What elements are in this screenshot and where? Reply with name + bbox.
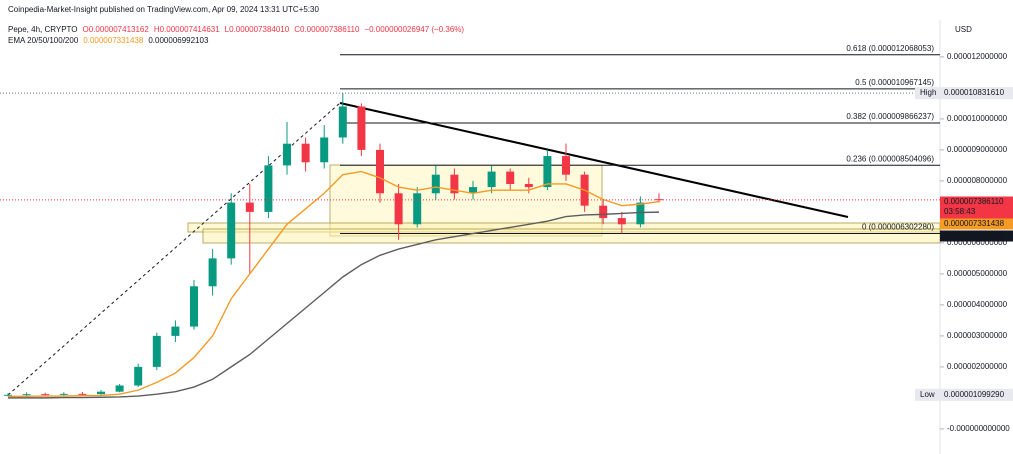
candle-body <box>413 193 422 225</box>
candle-body <box>524 183 533 188</box>
symbol: Pepe, 4h, CRYPTO <box>8 25 78 34</box>
candle-body <box>4 394 12 396</box>
trend-line <box>339 102 849 218</box>
candle-body <box>41 394 50 396</box>
ohlc-value: −0.000000026947 (−0.36%) <box>364 25 464 34</box>
y-tick-label: 0.000002000000 <box>947 362 1008 371</box>
y-tick-label: 0.000005000000 <box>947 269 1008 278</box>
candle-body <box>655 199 663 201</box>
ema-line <box>8 170 660 398</box>
ema-legend: EMA 20/50/100/200 0.000007331438 0.0000069… <box>8 36 209 45</box>
candle-body <box>22 394 31 396</box>
tag-value: 0.000001099290 <box>944 390 1005 399</box>
plot: 0.618 (0.000012068053) 0.5 (0.00001096714… <box>0 44 940 399</box>
ema-value: 0.000007331438 <box>83 36 144 45</box>
candle-body <box>469 187 477 194</box>
price-tag <box>940 218 1013 230</box>
y-tick-label: 0.000010000000 <box>947 114 1008 123</box>
candle-body <box>283 143 291 166</box>
y-tick-label: 0.000003000000 <box>947 331 1008 340</box>
candle-body <box>301 143 310 163</box>
candle-body <box>450 174 459 194</box>
candle-body <box>599 205 608 219</box>
currency: USD <box>955 25 972 34</box>
ema-value: 0.000006992103 <box>148 36 209 45</box>
candle-body <box>208 258 217 287</box>
price-tag-label: 0.000007331438 <box>944 219 1005 228</box>
y-tick-label: 0.000006000000 <box>947 238 1008 247</box>
ohlc-value: H0.000007414631 <box>154 25 220 34</box>
candle-body <box>357 106 366 150</box>
ohlc-value: C0.000007386110 <box>294 25 360 34</box>
publisher: Coinpedia-Market-Insight published on Tr… <box>8 5 319 14</box>
candle-body <box>97 391 105 395</box>
candle-body <box>487 171 496 188</box>
ohlc-value: L0.000007384010 <box>225 25 290 34</box>
ohlc-value: O0.000007413162 <box>83 25 150 34</box>
price-tag-bg <box>915 87 1013 100</box>
y-tick-label: 0.000008000000 <box>947 176 1008 185</box>
y-tick-label: -0.000000000000 <box>947 424 1010 433</box>
candle-body <box>543 156 552 188</box>
candle-body <box>376 149 384 194</box>
fib-label: 0.236 (0.000008504096) <box>846 154 934 163</box>
price-tag-bg <box>915 388 1013 401</box>
symbol-legend: Pepe, 4h, CRYPTO O0.000007413162 H0.000007… <box>8 25 464 34</box>
fib-label: 0.382 (0.000009866237) <box>846 112 934 121</box>
candle-body <box>134 366 143 386</box>
candle-body <box>264 165 273 212</box>
candle-body <box>320 137 329 163</box>
candle-body <box>394 193 403 225</box>
ema-label: EMA 20/50/100/200 <box>8 36 79 45</box>
price-tag-label: 0.000006992103 <box>944 231 1005 240</box>
price-tag <box>940 230 1013 242</box>
y-tick-label: 0.000004000000 <box>947 300 1008 309</box>
candle-body <box>636 202 645 225</box>
candle-body <box>562 156 570 175</box>
candle-body <box>152 335 161 367</box>
candle-body <box>78 393 87 395</box>
candle-body <box>190 286 198 327</box>
y-tick-label: 0.000009000000 <box>947 145 1008 154</box>
ema-line <box>8 211 660 399</box>
candle-body <box>115 385 124 392</box>
support-zone <box>202 228 941 244</box>
fib-label: 0.5 (0.000010967145) <box>855 78 934 87</box>
candle-body <box>171 326 180 336</box>
candle-body <box>227 202 236 259</box>
fib-label: 0 (0.000006302280) <box>862 223 934 232</box>
legend: Pepe, 4h, CRYPTO O0.000007413162 H0.000007… <box>8 25 464 45</box>
candle-body <box>59 393 68 395</box>
candle-body <box>245 202 254 212</box>
candle-body <box>617 218 626 225</box>
candle-body <box>431 174 440 194</box>
candle-body <box>506 171 515 184</box>
price-tag <box>940 196 1013 219</box>
y-tick-label: 0.000012000000 <box>947 52 1008 61</box>
candle-body <box>338 106 347 138</box>
tag-value: 0.000010831610 <box>944 88 1005 97</box>
price-tag-label: 0.000007386110 <box>944 197 1004 206</box>
tag-name: Low <box>920 390 935 399</box>
fib-label: 0.618 (0.000012068053) <box>846 44 934 53</box>
countdown: 03:58:43 <box>944 207 976 216</box>
tag-name: High <box>920 88 936 97</box>
